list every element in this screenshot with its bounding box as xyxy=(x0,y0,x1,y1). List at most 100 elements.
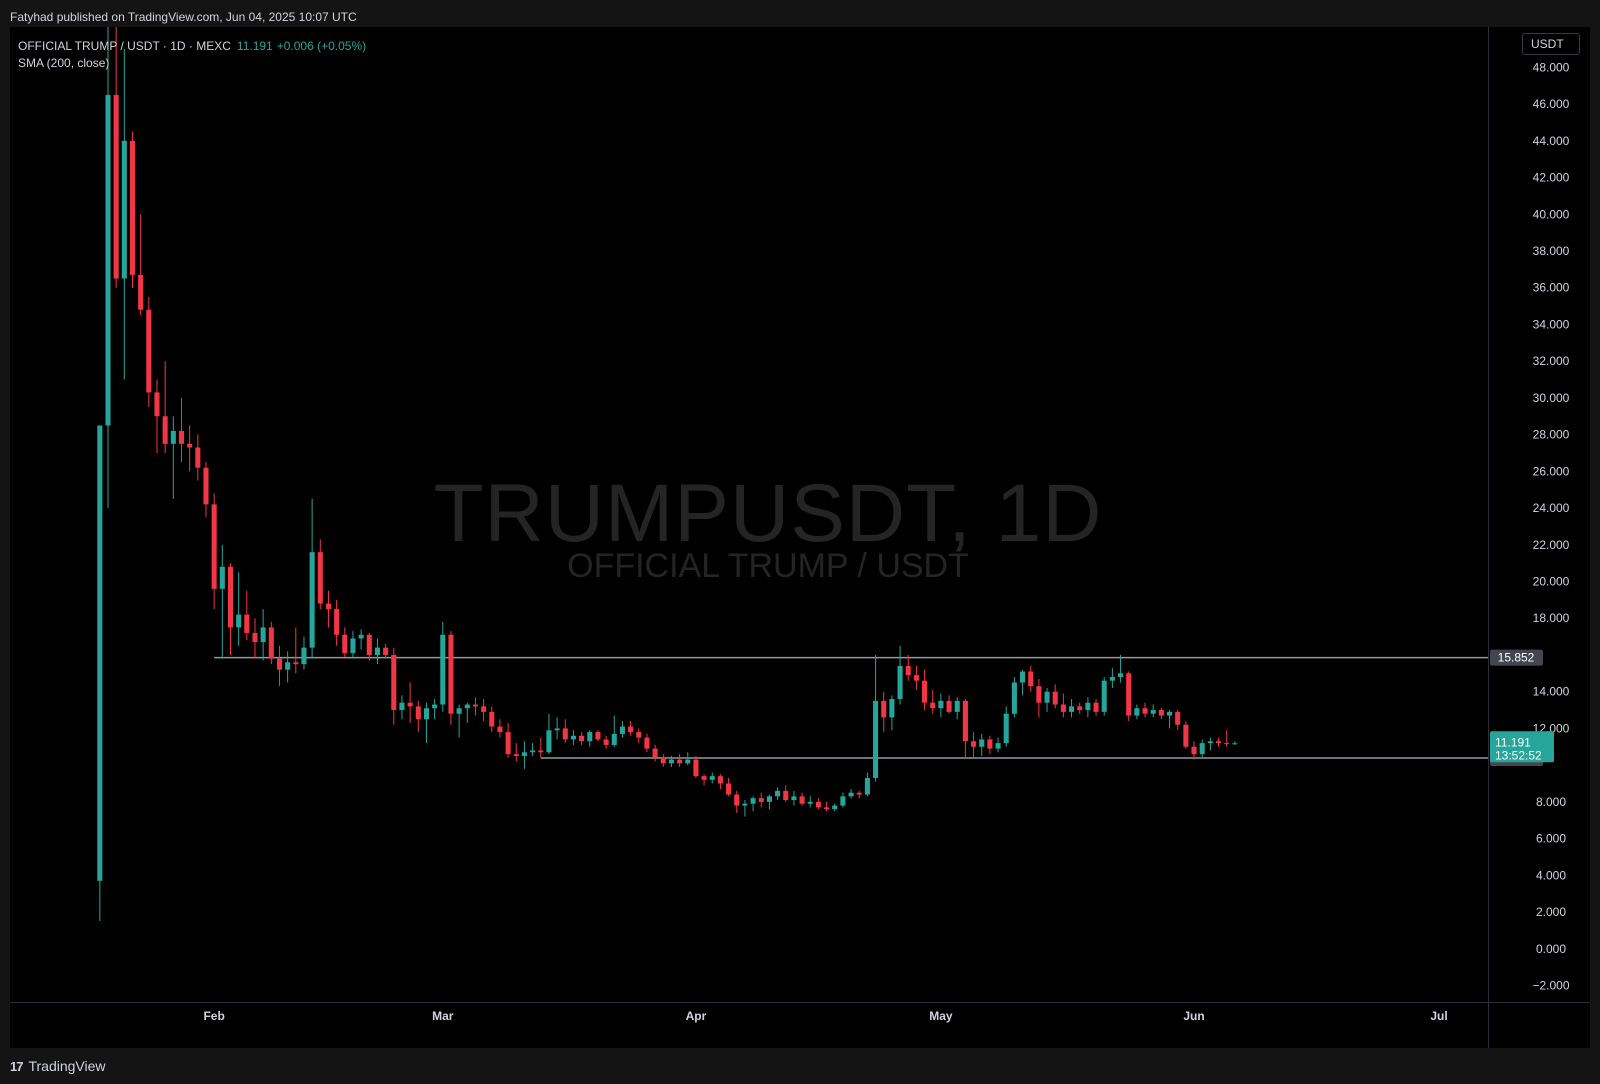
candle-body xyxy=(824,807,830,810)
candle-body xyxy=(432,704,438,709)
legend-indicator[interactable]: SMA (200, close) xyxy=(18,56,110,70)
candle-body xyxy=(742,803,748,806)
candle-body xyxy=(1199,743,1205,755)
candle-body xyxy=(1085,702,1091,711)
time-tick-label: Jul xyxy=(1430,1009,1447,1023)
candle-body xyxy=(905,665,911,676)
candle-body xyxy=(546,730,552,753)
candle-body xyxy=(195,447,201,468)
price-tick-label: 48.000 xyxy=(1533,60,1570,74)
price-tick-label: 24.000 xyxy=(1533,501,1570,515)
price-tick-label: 42.000 xyxy=(1533,171,1570,185)
candle-body xyxy=(685,759,691,764)
candle-body xyxy=(1101,680,1107,712)
time-tick-label: Feb xyxy=(203,1009,224,1023)
price-tick-label: 38.000 xyxy=(1533,244,1570,258)
candle-body xyxy=(832,805,838,810)
candle-body xyxy=(423,708,429,720)
price-tick-label: 46.000 xyxy=(1533,97,1570,111)
chart-area[interactable]: 48.000 46.000 44.000 42.000 40.000 38.000 36.0… xyxy=(10,27,1590,1048)
legend-symbol[interactable]: OFFICIAL TRUMP / USDT · 1D · MEXC xyxy=(18,39,231,53)
price-tick-label: 6.000 xyxy=(1536,832,1566,846)
candle-body xyxy=(987,739,993,749)
price-tick-label: 20.000 xyxy=(1533,575,1570,589)
current-price-label: 11.191 xyxy=(1495,735,1531,749)
price-tick-label: 0.000 xyxy=(1536,942,1566,956)
candle-body xyxy=(415,706,421,720)
candle-body xyxy=(309,552,315,648)
candle-body xyxy=(758,798,764,802)
candle-body xyxy=(236,614,242,628)
price-tick-label: 36.000 xyxy=(1533,281,1570,295)
candle-body xyxy=(325,603,331,610)
candle-body xyxy=(1020,671,1026,683)
candle-body xyxy=(595,732,601,740)
candle-body xyxy=(1183,724,1189,747)
candle-body xyxy=(807,801,813,804)
price-tick-label: 28.000 xyxy=(1533,428,1570,442)
candle-body xyxy=(456,708,462,714)
candle-body xyxy=(554,728,560,731)
candle-body xyxy=(1044,691,1050,703)
candle-body xyxy=(644,737,650,749)
candle-body xyxy=(938,700,944,709)
candle-body xyxy=(1134,708,1140,716)
price-tick-label: 14.000 xyxy=(1533,685,1570,699)
candle-body xyxy=(358,634,364,639)
candle-body xyxy=(505,732,511,755)
candle-body xyxy=(121,140,127,279)
legend-price: 11.191 xyxy=(236,39,273,53)
current-price-tag xyxy=(1490,731,1554,763)
candle-body xyxy=(1175,711,1181,725)
candle-body xyxy=(464,704,470,709)
price-chart[interactable]: 48.000 46.000 44.000 42.000 40.000 38.000 36.0… xyxy=(10,27,1590,1048)
candle-body xyxy=(113,94,119,279)
price-tick-label: 4.000 xyxy=(1536,868,1566,882)
candle-body xyxy=(407,702,413,707)
candle-body xyxy=(334,609,340,635)
candle-body xyxy=(178,430,185,444)
legend-change: +0.006 (+0.05%) xyxy=(276,39,367,53)
candle-body xyxy=(946,700,952,712)
candle-body xyxy=(342,634,348,654)
candle-body xyxy=(1109,677,1115,681)
tradingview-logo-text: TradingView xyxy=(28,1058,106,1074)
candle-body xyxy=(889,699,895,718)
candle-body xyxy=(1028,671,1034,687)
candle-body xyxy=(1069,706,1075,712)
time-tick-label: Mar xyxy=(432,1009,454,1023)
candle-body xyxy=(913,675,919,681)
candle-body xyxy=(1158,710,1164,716)
candle-body xyxy=(538,750,544,753)
candle-body xyxy=(750,798,756,804)
candle-body xyxy=(1207,741,1213,744)
candle-body xyxy=(1167,711,1173,716)
price-tick-label: 44.000 xyxy=(1533,134,1570,148)
candle-body xyxy=(856,792,862,795)
candle-body xyxy=(448,634,454,714)
candle-body xyxy=(1215,741,1222,744)
candle-body xyxy=(954,700,960,712)
candle-body xyxy=(219,566,225,589)
candle-body xyxy=(260,627,266,643)
candle-body xyxy=(285,662,291,670)
tradingview-logo[interactable]: 17 TradingView xyxy=(10,1058,106,1074)
candle-body xyxy=(374,647,380,655)
candle-body xyxy=(146,309,152,393)
price-tick-label: 22.000 xyxy=(1533,538,1570,552)
candle-body xyxy=(1232,743,1238,745)
candle-body xyxy=(1060,704,1066,712)
candle-body xyxy=(611,733,617,745)
candle-body xyxy=(766,796,772,802)
candle-body xyxy=(734,794,740,806)
publisher-bar: Fatyhad published on TradingView.com, Ju… xyxy=(0,0,1600,27)
candle-body xyxy=(301,647,307,665)
candle-body xyxy=(366,634,372,655)
candle-body xyxy=(97,425,103,881)
candle-body xyxy=(930,702,936,709)
currency-button[interactable]: USDT xyxy=(1522,33,1580,55)
candle-body xyxy=(252,632,258,643)
candle-body xyxy=(840,796,846,806)
candle-body xyxy=(775,790,781,797)
candle-body xyxy=(154,392,160,417)
